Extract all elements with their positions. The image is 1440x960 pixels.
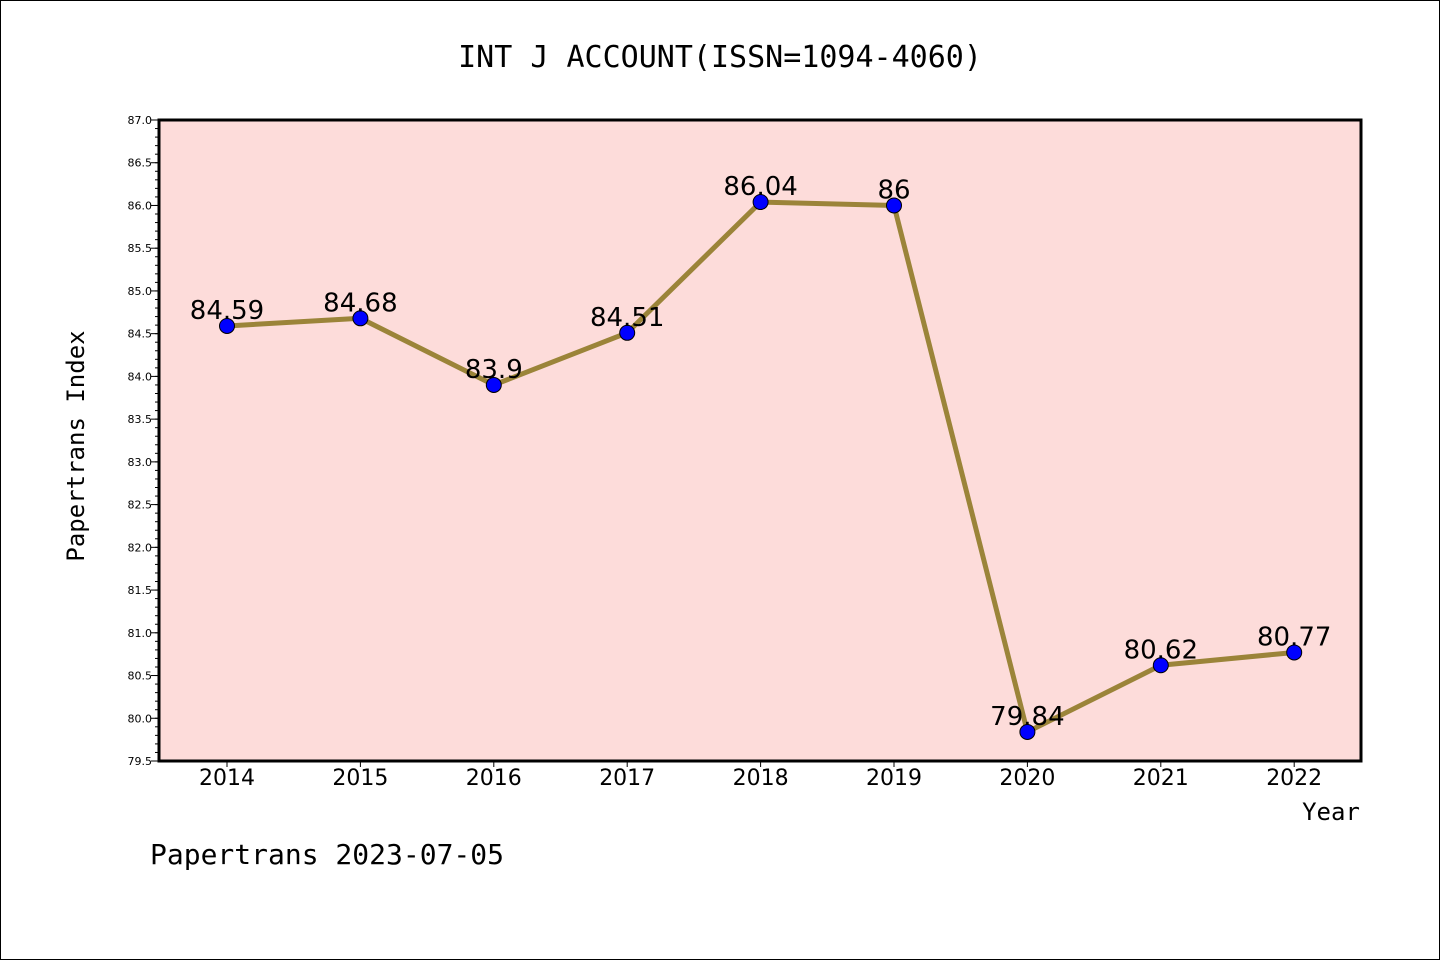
x-tick-label: 2021 <box>1133 766 1189 791</box>
data-point <box>752 194 769 211</box>
data-label: 86.04 <box>723 172 797 202</box>
y-tick-label: 81.5 <box>128 584 153 597</box>
y-tick-label: 80.5 <box>128 670 153 683</box>
x-tick-label: 2017 <box>599 766 655 791</box>
y-tick-label: 83.0 <box>128 456 153 469</box>
x-tick-label: 2015 <box>332 766 388 791</box>
data-label: 83.9 <box>465 355 523 385</box>
x-tick-label: 2018 <box>733 766 789 791</box>
x-tick-label: 2020 <box>999 766 1055 791</box>
x-tick-label: 2022 <box>1266 766 1322 791</box>
y-tick-label: 82.0 <box>128 541 153 554</box>
y-tick-label: 79.5 <box>128 755 153 768</box>
data-point <box>1286 644 1303 661</box>
y-tick-label: 81.0 <box>128 627 153 640</box>
y-tick-label: 85.5 <box>128 242 153 255</box>
x-tick-label: 2014 <box>199 766 255 791</box>
plot-area <box>157 118 1363 763</box>
data-label: 80.77 <box>1257 622 1331 652</box>
y-tick-label: 84.5 <box>128 328 153 341</box>
data-point <box>352 310 369 327</box>
footer-text: Papertrans 2023-07-05 <box>150 838 504 871</box>
x-tick-label: 2016 <box>466 766 522 791</box>
y-tick-label: 82.5 <box>128 499 153 512</box>
data-label: 80.62 <box>1124 635 1198 665</box>
data-point <box>485 376 502 393</box>
data-label: 84.51 <box>590 303 664 333</box>
y-tick-label: 85.0 <box>128 285 153 298</box>
y-axis-label: Papertrans Index <box>62 330 90 561</box>
data-labels: 84.59 84.68 83.9 84.51 86.04 86 79.84 80.62 80.7… <box>190 172 1332 732</box>
y-tick-label: 86.5 <box>128 157 153 170</box>
y-tick-label: 83.5 <box>128 413 153 426</box>
data-point <box>1152 657 1169 674</box>
data-label: 86 <box>877 175 910 205</box>
y-tick-label: 80.0 <box>128 712 153 725</box>
data-point <box>619 324 636 341</box>
data-label: 84.59 <box>190 296 264 326</box>
y-tick-label: 87.0 <box>128 114 153 127</box>
x-axis-label: Year <box>1302 798 1360 826</box>
data-label: 79.84 <box>990 702 1064 732</box>
data-point <box>1019 723 1036 740</box>
data-label: 84.68 <box>323 288 397 318</box>
data-point <box>219 317 235 334</box>
y-tick-label: 84.0 <box>128 370 153 383</box>
chart-title: INT J ACCOUNT(ISSN=1094-4060) <box>458 40 982 75</box>
series-markers <box>219 194 1303 740</box>
y-axis-ticks: 79.5 80.0 80.5 81.0 81.5 82.0 82.5 83.0 83.5 84.0… <box>128 114 159 768</box>
data-point <box>886 197 902 214</box>
y-tick-label: 86.0 <box>128 199 153 212</box>
x-axis-ticks: 2014 2015 2016 2017 2018 2019 2020 2021 2022 <box>199 761 1322 791</box>
x-tick-label: 2019 <box>866 766 922 791</box>
